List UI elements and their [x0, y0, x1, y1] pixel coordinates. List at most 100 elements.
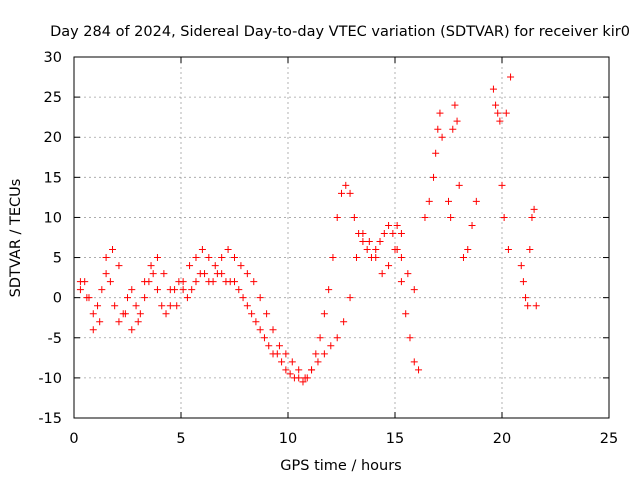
x-tick-label: 20 [493, 431, 511, 447]
data-point [325, 286, 333, 294]
data-point [256, 294, 264, 302]
data-point [530, 205, 538, 213]
y-tick-label: -15 [38, 411, 62, 427]
data-point [260, 334, 268, 342]
data-point [496, 117, 504, 125]
data-point [421, 213, 429, 221]
data-point [243, 270, 251, 278]
data-point [282, 350, 290, 358]
data-point [333, 213, 341, 221]
y-tick-label: 5 [53, 251, 62, 267]
data-point [507, 73, 515, 81]
data-point [269, 326, 277, 334]
data-point [218, 270, 226, 278]
data-points [76, 73, 540, 386]
data-point [363, 246, 371, 254]
data-point [350, 213, 358, 221]
data-point [301, 374, 309, 382]
data-point [498, 181, 506, 189]
tick-marks [73, 56, 610, 419]
data-point [192, 254, 200, 262]
y-tick-label: 10 [44, 210, 62, 226]
data-point [327, 342, 335, 350]
data-point [282, 366, 290, 374]
data-point [430, 173, 438, 181]
data-point [393, 221, 401, 229]
data-point [248, 310, 256, 318]
x-axis-label: GPS time / hours [280, 458, 401, 474]
data-point [89, 326, 97, 334]
data-point [406, 334, 414, 342]
data-point [106, 278, 114, 286]
data-point [492, 101, 500, 109]
data-point [111, 302, 119, 310]
data-point [436, 109, 444, 117]
data-point [397, 278, 405, 286]
data-point [312, 350, 320, 358]
data-point [352, 254, 360, 262]
x-tick-label: 10 [279, 431, 297, 447]
data-point [472, 197, 480, 205]
data-point [186, 262, 194, 270]
data-point [320, 310, 328, 318]
data-point [235, 286, 243, 294]
data-point [453, 117, 461, 125]
data-point [115, 262, 123, 270]
data-point [372, 246, 380, 254]
series-3 [393, 73, 540, 310]
data-point [124, 294, 131, 302]
data-point [243, 302, 251, 310]
data-point [314, 358, 322, 366]
y-tick-label: 0 [53, 291, 62, 307]
series-2 [76, 229, 418, 382]
data-point [378, 270, 386, 278]
data-point [500, 213, 508, 221]
data-point [385, 221, 393, 229]
data-point [494, 109, 502, 117]
data-point [252, 318, 260, 326]
data-point [128, 286, 136, 294]
data-point [425, 197, 433, 205]
data-point [179, 278, 187, 286]
data-point [231, 278, 238, 286]
data-point [192, 278, 200, 286]
data-point [109, 246, 117, 254]
data-point [434, 125, 442, 133]
data-point [519, 278, 527, 286]
data-point [115, 318, 123, 326]
data-point [102, 254, 110, 262]
data-point [256, 326, 264, 334]
data-point [173, 302, 181, 310]
data-point [83, 294, 91, 302]
data-point [153, 286, 161, 294]
data-point [346, 189, 354, 197]
data-point [76, 286, 84, 294]
data-point [265, 342, 273, 350]
data-point [136, 310, 144, 318]
data-point [438, 133, 446, 141]
data-point [134, 318, 142, 326]
data-point [162, 310, 170, 318]
data-point [397, 254, 405, 262]
data-point [128, 326, 136, 334]
data-point [522, 294, 530, 302]
data-point [98, 286, 106, 294]
data-point [532, 302, 540, 310]
data-point [447, 213, 455, 221]
data-point [528, 213, 536, 221]
data-point [365, 238, 373, 246]
chart-title: Day 284 of 2024, Sidereal Day-to-day VTE… [50, 24, 630, 40]
data-point [459, 254, 467, 262]
data-point [183, 294, 191, 302]
data-point [308, 366, 316, 374]
data-point [239, 294, 247, 302]
data-point [141, 278, 149, 286]
data-point [231, 254, 238, 262]
data-point [153, 254, 161, 262]
x-tick-label: 25 [600, 431, 618, 447]
data-point [346, 294, 354, 302]
data-point [132, 302, 140, 310]
data-point [263, 310, 271, 318]
data-point [205, 254, 213, 262]
